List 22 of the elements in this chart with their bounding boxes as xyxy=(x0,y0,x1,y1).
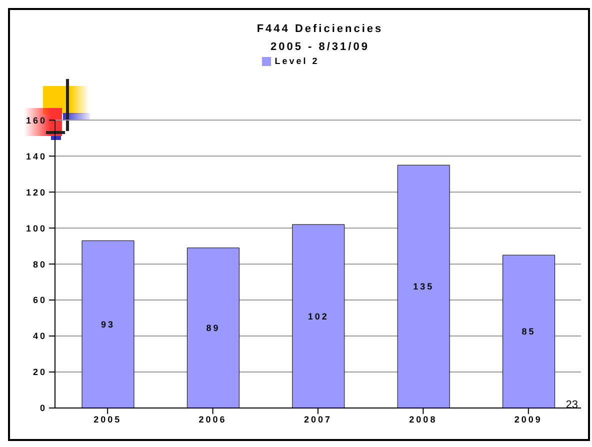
x-tick-label: 2005 xyxy=(94,414,122,424)
y-tick-label: 20 xyxy=(32,367,47,378)
y-tick-label: 40 xyxy=(32,331,47,342)
chart-subtitle: 2005 - 8/31/09 xyxy=(270,40,370,55)
y-tick-label: 160 xyxy=(26,115,47,126)
y-tick-label: 140 xyxy=(26,151,47,162)
x-tick-label: 2006 xyxy=(198,414,227,424)
chart-title: F444 Deficiencies xyxy=(256,22,384,37)
legend-label: Level 2 xyxy=(274,56,320,66)
x-tick-label: 2009 xyxy=(514,414,542,424)
x-tick-label: 2008 xyxy=(409,414,438,424)
y-tick-label: 80 xyxy=(32,259,47,270)
data-label: 85 xyxy=(522,326,536,337)
x-tick-label: 2007 xyxy=(304,414,332,424)
data-label: 135 xyxy=(413,282,434,292)
data-label: 93 xyxy=(100,320,116,330)
data-label: 102 xyxy=(308,311,329,322)
data-label: 89 xyxy=(206,323,220,334)
y-tick-label: 0 xyxy=(40,403,47,414)
y-tick-label: 60 xyxy=(32,295,47,306)
y-tick-label: 120 xyxy=(26,187,47,198)
y-tick-label: 100 xyxy=(26,223,47,234)
